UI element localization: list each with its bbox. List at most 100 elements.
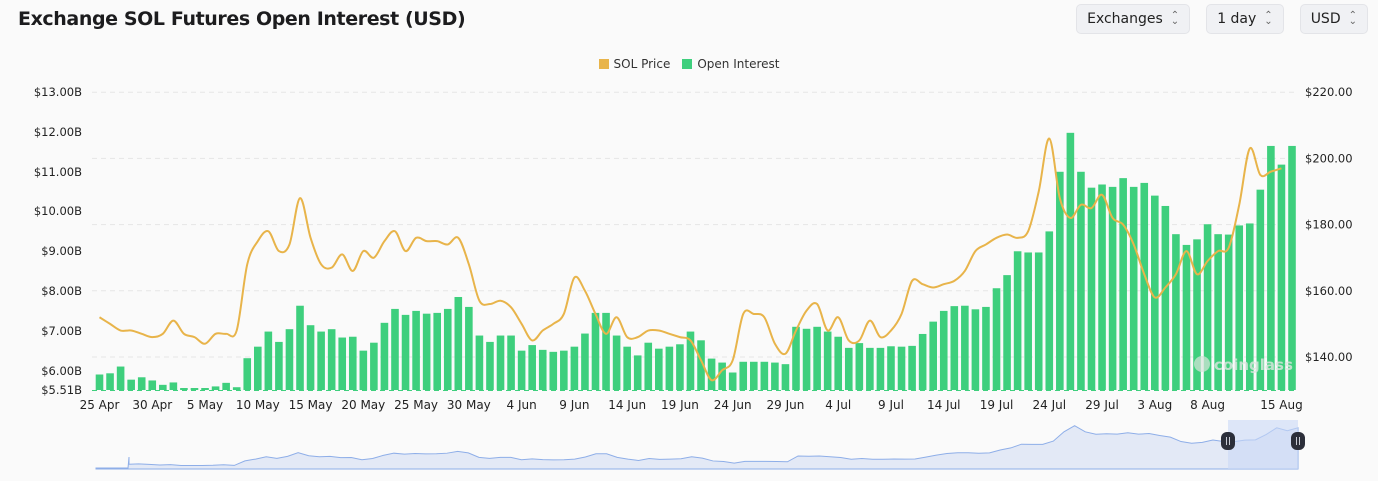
navigator-handle[interactable] <box>1221 432 1235 450</box>
oi-bar[interactable] <box>971 309 980 390</box>
oi-bar[interactable] <box>201 388 209 390</box>
oi-bar[interactable] <box>116 366 125 390</box>
oi-bar[interactable] <box>348 336 357 390</box>
oi-bar[interactable] <box>1172 234 1180 390</box>
oi-bar[interactable] <box>422 313 431 390</box>
oi-bar[interactable] <box>1066 132 1075 390</box>
oi-bar[interactable] <box>929 321 937 390</box>
oi-bar[interactable] <box>1256 189 1265 390</box>
oi-bar[interactable] <box>391 308 399 390</box>
oi-bar[interactable] <box>549 351 558 390</box>
oi-bar[interactable] <box>591 312 600 390</box>
oi-bar[interactable] <box>633 355 642 390</box>
oi-bar[interactable] <box>1140 182 1149 390</box>
oi-bar[interactable] <box>338 337 347 390</box>
oi-bar[interactable] <box>697 340 705 390</box>
oi-bar[interactable] <box>749 361 758 390</box>
oi-bar[interactable] <box>1288 145 1296 390</box>
oi-bar[interactable] <box>1193 239 1201 390</box>
oi-bar[interactable] <box>623 346 631 390</box>
currency-select[interactable]: USD ⌃ ⌄ <box>1299 4 1368 34</box>
oi-bar[interactable] <box>781 364 790 390</box>
oi-bar[interactable] <box>306 325 315 390</box>
oi-bar[interactable] <box>538 349 547 390</box>
oi-bar[interactable] <box>939 310 948 390</box>
oi-bar[interactable] <box>802 328 811 390</box>
oi-bar[interactable] <box>718 362 726 390</box>
oi-bar[interactable] <box>897 346 906 390</box>
oi-bar[interactable] <box>496 335 505 390</box>
oi-bar[interactable] <box>1224 234 1233 390</box>
oi-bar[interactable] <box>1024 252 1032 390</box>
oi-bar[interactable] <box>908 345 916 390</box>
oi-bar[interactable] <box>296 305 304 390</box>
oi-bar[interactable] <box>253 346 262 390</box>
oi-bar[interactable] <box>401 314 410 390</box>
oi-bar[interactable] <box>560 350 568 390</box>
oi-bar[interactable] <box>1077 171 1085 390</box>
oi-bar[interactable] <box>1119 178 1127 390</box>
oi-bar[interactable] <box>612 335 621 390</box>
oi-bar[interactable] <box>602 312 610 390</box>
oi-bar[interactable] <box>465 306 473 390</box>
oi-bar[interactable] <box>1034 252 1043 390</box>
oi-bar[interactable] <box>95 374 104 390</box>
oi-bar[interactable] <box>876 347 885 390</box>
oi-bar[interactable] <box>855 343 864 390</box>
oi-bar[interactable] <box>148 380 157 390</box>
oi-bar[interactable] <box>1182 244 1191 390</box>
oi-bar[interactable] <box>918 333 927 390</box>
oi-bar[interactable] <box>106 373 114 390</box>
interval-select[interactable]: 1 day ⌃ ⌄ <box>1206 4 1284 34</box>
oi-bar[interactable] <box>992 288 1001 390</box>
oi-bar[interactable] <box>707 358 716 390</box>
oi-bar[interactable] <box>1161 205 1170 390</box>
oi-bar[interactable] <box>1013 251 1022 390</box>
oi-bar[interactable] <box>137 377 146 390</box>
oi-bar[interactable] <box>950 306 959 390</box>
legend-item-open-interest[interactable]: Open Interest <box>682 57 779 71</box>
oi-bar[interactable] <box>665 346 674 390</box>
oi-bar[interactable] <box>211 386 220 390</box>
oi-bar[interactable] <box>739 361 748 390</box>
oi-bar[interactable] <box>1277 164 1286 390</box>
oi-bar[interactable] <box>1056 171 1064 390</box>
oi-bar[interactable] <box>370 342 378 390</box>
oi-bar[interactable] <box>243 358 252 390</box>
oi-bar[interactable] <box>528 345 536 390</box>
oi-bar[interactable] <box>1003 275 1011 390</box>
oi-bar[interactable] <box>359 350 368 390</box>
oi-bar[interactable] <box>443 308 452 390</box>
oi-bar[interactable] <box>813 326 821 390</box>
oi-bar[interactable] <box>581 333 589 390</box>
oi-bar[interactable] <box>823 331 832 390</box>
oi-bar[interactable] <box>771 362 779 390</box>
oi-bar[interactable] <box>180 388 188 390</box>
oi-bar[interactable] <box>380 322 389 390</box>
legend-item-sol-price[interactable]: SOL Price <box>598 57 670 71</box>
oi-bar[interactable] <box>961 305 969 390</box>
oi-bar[interactable] <box>433 312 441 390</box>
oi-bar[interactable] <box>507 335 515 390</box>
oi-bar[interactable] <box>1151 195 1159 390</box>
oi-bar[interactable] <box>232 387 241 390</box>
oi-bar[interactable] <box>1087 187 1096 390</box>
oi-bar[interactable] <box>454 296 463 390</box>
oi-bar[interactable] <box>1214 234 1222 390</box>
oi-bar[interactable] <box>866 347 874 390</box>
oi-bar[interactable] <box>792 326 800 390</box>
oi-bar[interactable] <box>655 348 663 390</box>
oi-bar[interactable] <box>844 347 853 390</box>
range-navigator[interactable] <box>95 420 1305 470</box>
oi-bar[interactable] <box>834 336 843 390</box>
oi-bar[interactable] <box>676 344 684 390</box>
oi-bar[interactable] <box>159 384 167 390</box>
oi-bar[interactable] <box>264 331 273 390</box>
oi-bar[interactable] <box>1098 184 1106 390</box>
oi-bar[interactable] <box>285 329 294 390</box>
oi-bar[interactable] <box>1245 223 1254 390</box>
oi-bar[interactable] <box>169 382 178 390</box>
oi-bar[interactable] <box>760 361 769 390</box>
oi-bar[interactable] <box>486 341 494 390</box>
oi-bar[interactable] <box>222 382 230 390</box>
